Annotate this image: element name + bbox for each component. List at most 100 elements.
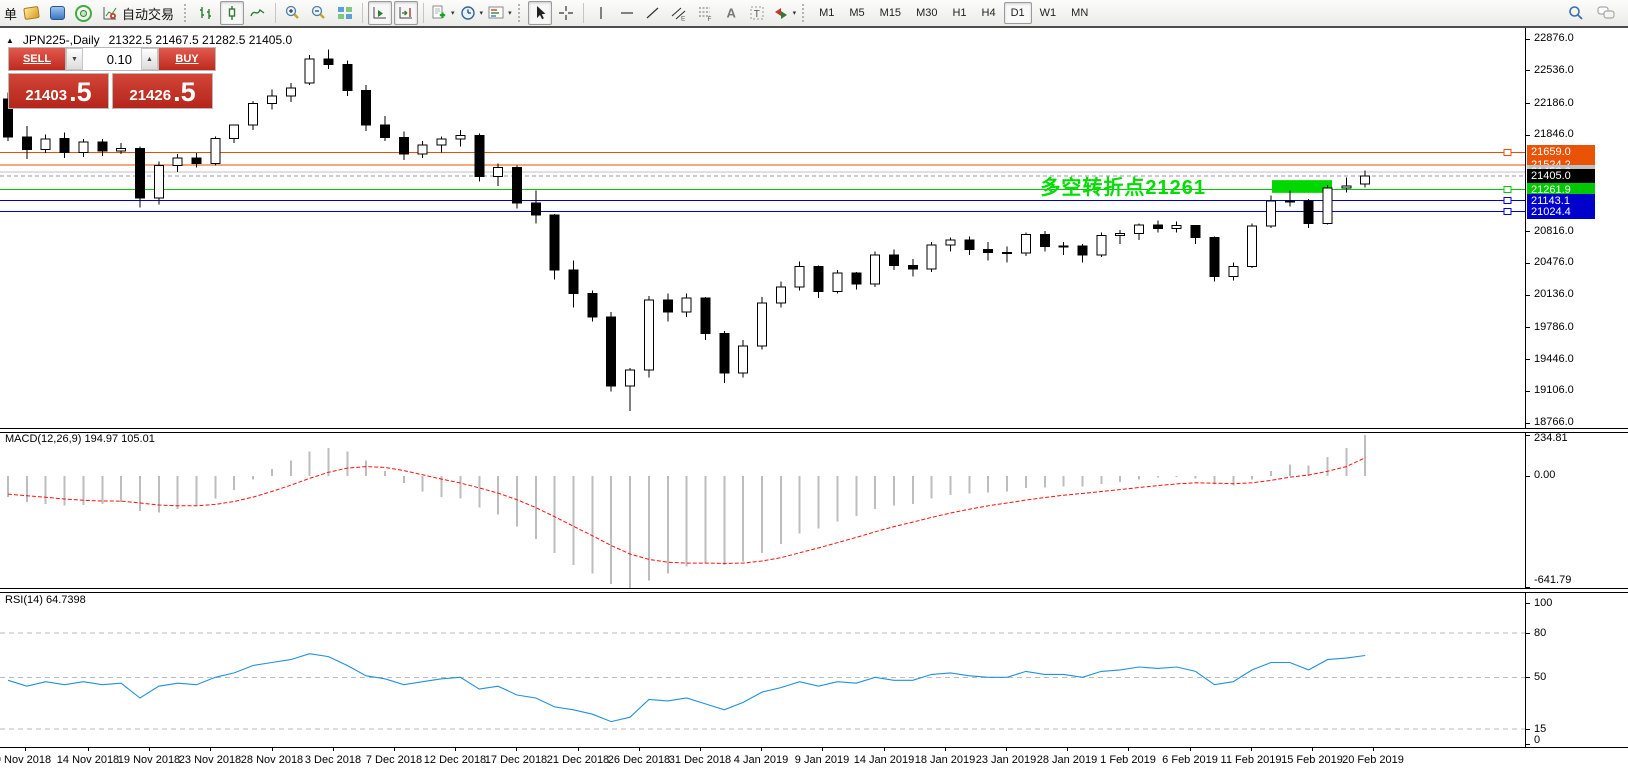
price-tick-label: 19786.0 — [1534, 321, 1574, 333]
periods-clock-icon[interactable]: ▾ — [458, 1, 485, 25]
price-tick-dash — [1526, 263, 1530, 264]
macd-label: MACD(12,26,9) 194.97 105.01 — [5, 433, 155, 445]
date-label: 23 Nov 2018 — [178, 754, 242, 766]
line-chart-icon[interactable] — [246, 1, 270, 25]
date-tick — [1190, 748, 1191, 751]
crosshair-icon[interactable] — [554, 1, 578, 25]
templates-icon[interactable]: ▾ — [486, 1, 513, 25]
volume-stepper: ▼ ▲ — [66, 47, 158, 71]
date-axis[interactable]: 9 Nov 2018 14 Nov 2018 19 Nov 2018 23 Nov 2… — [0, 747, 1628, 776]
svg-text:F: F — [707, 16, 711, 22]
zoom-out-icon[interactable] — [307, 1, 331, 25]
indicators-icon[interactable]: ▾ — [429, 1, 456, 25]
pane-separator[interactable] — [0, 428, 1628, 433]
text-icon[interactable]: A — [719, 1, 743, 25]
buy-price-box[interactable]: 21426 .5 — [112, 73, 213, 109]
sell-price: 21403 — [25, 87, 68, 104]
timeframe-button-h1[interactable]: H1 — [952, 7, 967, 19]
macd-indicator-plot[interactable] — [0, 431, 1525, 588]
sell-price-box[interactable]: 21403 .5 — [8, 73, 109, 109]
autotrading-button[interactable]: 自动交易 — [97, 1, 179, 25]
date-label: 20 Feb 2019 — [1342, 754, 1404, 766]
price-tick-dash — [1526, 423, 1530, 424]
autotrading-label: 自动交易 — [122, 6, 175, 22]
macd-tick-dash — [1526, 435, 1530, 436]
new-order-icon[interactable] — [19, 1, 43, 25]
channel-icon[interactable]: E — [667, 1, 691, 25]
timeframe-button-d1[interactable]: D1 — [1003, 2, 1032, 24]
pane-separator[interactable] — [0, 588, 1628, 593]
trendline-icon[interactable] — [641, 1, 665, 25]
market-watch-icon[interactable] — [45, 1, 69, 25]
timeframe-button-m30[interactable]: M30 — [916, 7, 938, 19]
macd-tick-label: -641.79 — [1534, 574, 1572, 586]
vertical-line-icon[interactable] — [589, 1, 613, 25]
sell-button[interactable]: SELL — [8, 47, 66, 71]
price-axis[interactable]: 22876.0 22536.0 22186.0 21846.0 20816.0 20476… — [1525, 28, 1628, 776]
horizontal-line-icon[interactable] — [615, 1, 639, 25]
date-tick — [210, 748, 211, 751]
date-label: 12 Dec 2018 — [423, 754, 487, 766]
price-tick-label: 22186.0 — [1534, 97, 1574, 109]
candlestick-chart-icon[interactable] — [220, 1, 245, 25]
timeframe-button-m1[interactable]: M1 — [819, 7, 835, 19]
partial-order-label[interactable]: 单 — [4, 6, 18, 22]
periods-dropdown-caret[interactable]: ▾ — [479, 10, 484, 17]
volume-increase-button[interactable]: ▲ — [141, 48, 158, 70]
date-label: 15 Feb 2019 — [1281, 754, 1343, 766]
timeframe-button-h4[interactable]: H4 — [981, 7, 996, 19]
price-tick-label: 19106.0 — [1534, 384, 1574, 396]
pivot-annotation[interactable]: 多空转折点21261 — [1040, 177, 1206, 199]
rsi-label: RSI(14) 64.7398 — [5, 594, 86, 606]
chart-symbol-period: JPN225-,Daily — [22, 33, 100, 47]
arrows-dropdown-caret[interactable]: ▾ — [792, 10, 797, 17]
fibonacci-icon[interactable]: F — [693, 1, 717, 25]
price-tick-dash — [1526, 135, 1530, 136]
price-tick-dash — [1526, 70, 1530, 71]
price-tick-dash — [1526, 39, 1530, 40]
price-line-label: 21143.1 — [1527, 194, 1595, 208]
date-label: 7 Dec 2018 — [365, 754, 423, 766]
rsi-tick-dash — [1526, 729, 1530, 730]
chat-icon[interactable] — [1594, 1, 1618, 25]
text-label-icon[interactable]: T — [745, 1, 769, 25]
cursor-icon[interactable] — [527, 1, 552, 25]
date-tick — [394, 748, 395, 751]
rsi-tick-label: 0 — [1534, 734, 1541, 746]
tile-windows-icon[interactable] — [333, 1, 357, 25]
panel-collapse-toggle[interactable]: ▲ — [6, 35, 14, 45]
rsi-indicator-plot[interactable] — [0, 591, 1525, 747]
price-tick-dash — [1526, 359, 1530, 360]
date-label: 9 Jan 2019 — [794, 754, 850, 766]
main-chart-plot[interactable] — [0, 28, 1525, 428]
buy-button[interactable]: BUY — [158, 47, 216, 71]
price-line-label: 21261.9 — [1527, 183, 1595, 197]
chart-title: ▲ JPN225-,Daily 21322.5 21467.5 21282.5 … — [6, 33, 292, 47]
svg-text:T: T — [753, 9, 759, 20]
bar-chart-icon[interactable] — [194, 1, 218, 25]
date-tick — [822, 748, 823, 751]
timeframe-button-w1[interactable]: W1 — [1039, 7, 1057, 19]
rsi-tick-label: 100 — [1534, 597, 1553, 609]
rsi-tick-dash — [1526, 677, 1530, 678]
timeframe-button-m15[interactable]: M15 — [879, 7, 902, 19]
timeframe-button-mn[interactable]: MN — [1071, 7, 1089, 19]
timeframe-button-m5[interactable]: M5 — [849, 7, 865, 19]
rsi-tick-dash — [1526, 744, 1530, 745]
arrows-icon[interactable]: ▾ — [771, 1, 798, 25]
date-label: 1 Feb 2019 — [1100, 754, 1156, 766]
data-feed-icon[interactable] — [71, 1, 95, 25]
zoom-in-icon[interactable] — [281, 1, 305, 25]
price-tick-label: 22536.0 — [1534, 64, 1574, 76]
templates-dropdown-caret[interactable]: ▾ — [508, 10, 512, 17]
volume-input[interactable] — [83, 48, 141, 70]
date-tick — [884, 748, 885, 751]
date-label: 31 Dec 2018 — [668, 754, 732, 766]
date-tick — [149, 748, 150, 751]
chart-shift-icon[interactable] — [394, 1, 419, 25]
auto-scroll-icon[interactable] — [368, 1, 393, 25]
price-tick-dash — [1526, 391, 1530, 392]
search-icon[interactable] — [1564, 1, 1588, 25]
indicators-dropdown-caret[interactable]: ▾ — [451, 10, 455, 17]
volume-decrease-button[interactable]: ▼ — [66, 48, 83, 70]
